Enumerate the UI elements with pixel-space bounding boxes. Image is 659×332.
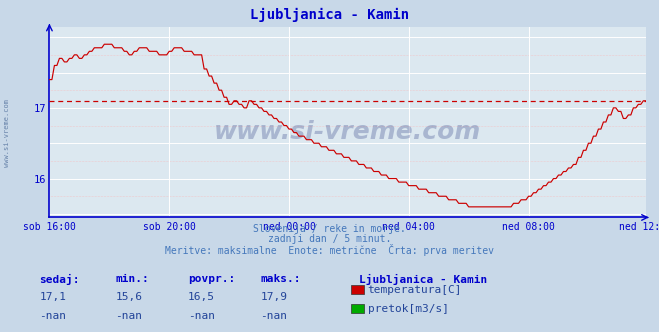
Text: www.si-vreme.com: www.si-vreme.com <box>214 120 481 143</box>
Text: www.si-vreme.com: www.si-vreme.com <box>3 99 10 167</box>
Text: sedaj:: sedaj: <box>40 274 80 285</box>
Text: -nan: -nan <box>40 311 67 321</box>
Text: zadnji dan / 5 minut.: zadnji dan / 5 minut. <box>268 234 391 244</box>
Text: -nan: -nan <box>115 311 142 321</box>
Text: Slovenija / reke in morje.: Slovenija / reke in morje. <box>253 224 406 234</box>
Text: maks.:: maks.: <box>260 274 301 284</box>
Text: -nan: -nan <box>188 311 215 321</box>
Text: min.:: min.: <box>115 274 149 284</box>
Text: 17,1: 17,1 <box>40 292 67 302</box>
Text: Ljubljanica - Kamin: Ljubljanica - Kamin <box>359 274 488 285</box>
Text: -nan: -nan <box>260 311 287 321</box>
Text: 17,9: 17,9 <box>260 292 287 302</box>
Text: Meritve: maksimalne  Enote: metrične  Črta: prva meritev: Meritve: maksimalne Enote: metrične Črta… <box>165 244 494 256</box>
Text: pretok[m3/s]: pretok[m3/s] <box>368 304 449 314</box>
Text: 16,5: 16,5 <box>188 292 215 302</box>
Text: Ljubljanica - Kamin: Ljubljanica - Kamin <box>250 8 409 23</box>
Text: 15,6: 15,6 <box>115 292 142 302</box>
Text: temperatura[C]: temperatura[C] <box>368 285 462 294</box>
Text: povpr.:: povpr.: <box>188 274 235 284</box>
